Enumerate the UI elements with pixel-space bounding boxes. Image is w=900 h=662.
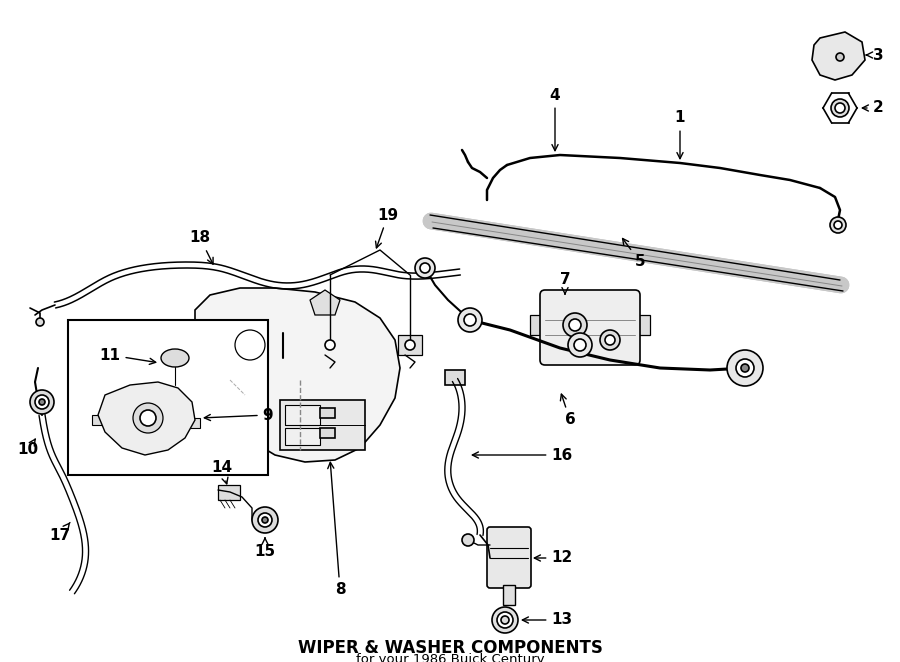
Bar — [320, 428, 335, 438]
Text: 3: 3 — [867, 48, 883, 62]
Bar — [185, 418, 200, 428]
Circle shape — [420, 263, 430, 273]
Polygon shape — [812, 32, 865, 80]
Circle shape — [35, 395, 49, 409]
Circle shape — [252, 507, 278, 533]
Bar — [635, 315, 650, 335]
Circle shape — [415, 258, 435, 278]
Text: 17: 17 — [50, 522, 70, 542]
Polygon shape — [310, 290, 340, 315]
Circle shape — [727, 350, 763, 386]
Circle shape — [733, 356, 757, 380]
Text: 2: 2 — [862, 101, 884, 115]
Circle shape — [834, 221, 842, 229]
Text: 14: 14 — [212, 461, 232, 484]
Circle shape — [258, 513, 272, 527]
Bar — [445, 370, 465, 385]
Circle shape — [497, 612, 513, 628]
Ellipse shape — [161, 349, 189, 367]
Bar — [503, 585, 515, 605]
Circle shape — [39, 399, 45, 405]
Polygon shape — [398, 335, 422, 355]
Circle shape — [30, 390, 54, 414]
FancyBboxPatch shape — [540, 290, 640, 365]
Text: WIPER & WASHER COMPONENTS: WIPER & WASHER COMPONENTS — [298, 639, 602, 657]
Text: 18: 18 — [189, 230, 213, 264]
Text: 11: 11 — [100, 348, 156, 364]
Circle shape — [492, 607, 518, 633]
Circle shape — [835, 103, 845, 113]
Circle shape — [262, 517, 268, 523]
Bar — [530, 315, 545, 335]
Text: 15: 15 — [255, 538, 275, 559]
Text: 10: 10 — [17, 439, 39, 457]
Circle shape — [563, 313, 587, 337]
Text: 5: 5 — [623, 238, 645, 269]
Circle shape — [830, 217, 846, 233]
Bar — [218, 485, 240, 500]
Bar — [68, 320, 268, 475]
Circle shape — [736, 359, 754, 377]
Polygon shape — [195, 288, 400, 462]
Text: 7: 7 — [560, 273, 571, 294]
Circle shape — [741, 364, 749, 372]
Circle shape — [405, 340, 415, 350]
Circle shape — [36, 318, 44, 326]
Text: 16: 16 — [472, 448, 572, 463]
Circle shape — [574, 339, 586, 351]
Polygon shape — [98, 382, 195, 455]
Circle shape — [501, 616, 509, 624]
Text: 1: 1 — [675, 111, 685, 159]
Text: 9: 9 — [204, 408, 274, 422]
Text: 13: 13 — [522, 612, 572, 628]
Circle shape — [605, 335, 615, 345]
Text: 12: 12 — [535, 551, 572, 565]
Circle shape — [133, 403, 163, 433]
Text: 6: 6 — [561, 394, 575, 428]
Circle shape — [831, 99, 849, 117]
Circle shape — [458, 308, 482, 332]
Circle shape — [235, 330, 265, 360]
FancyBboxPatch shape — [487, 527, 531, 588]
Text: 19: 19 — [375, 207, 399, 248]
Bar — [320, 408, 335, 418]
Text: 4: 4 — [550, 87, 561, 151]
Circle shape — [325, 340, 335, 350]
Circle shape — [140, 410, 156, 426]
Text: 8: 8 — [328, 462, 346, 598]
Circle shape — [836, 53, 844, 61]
Circle shape — [464, 314, 476, 326]
Bar — [92, 415, 107, 425]
Circle shape — [569, 319, 581, 331]
Circle shape — [600, 330, 620, 350]
Bar — [285, 405, 320, 425]
Polygon shape — [318, 335, 342, 355]
Circle shape — [462, 534, 474, 546]
Text: for your 1986 Buick Century: for your 1986 Buick Century — [356, 653, 544, 662]
Circle shape — [568, 333, 592, 357]
Bar — [280, 400, 365, 450]
Circle shape — [739, 362, 751, 374]
Bar — [285, 428, 320, 445]
